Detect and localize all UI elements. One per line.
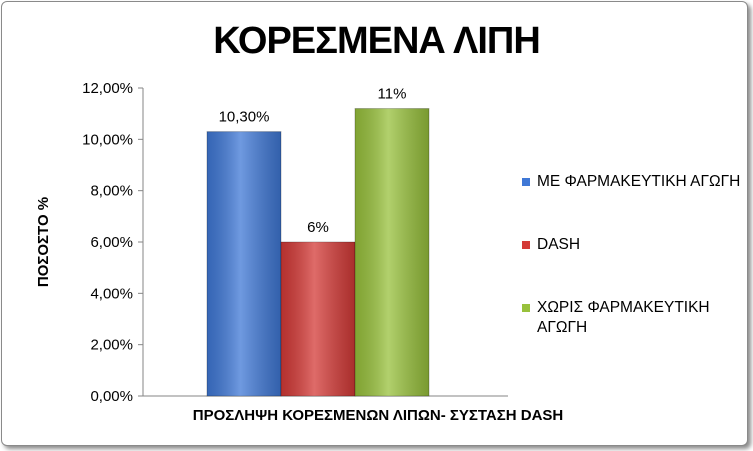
- y-tick-label: 12,00%: [82, 80, 133, 97]
- y-tick-label: 2,00%: [90, 337, 133, 354]
- legend-label: DASH: [537, 236, 581, 253]
- legend-item: ΜΕ ΦΑΡΜΑΚΕΥΤΙΚΗ ΑΓΩΓΗ: [522, 172, 747, 192]
- legend-swatch: [522, 241, 530, 249]
- legend-label: ΜΕ ΦΑΡΜΑΚΕΥΤΙΚΗ ΑΓΩΓΗ: [537, 173, 741, 190]
- y-tick-label: 0,00%: [90, 388, 133, 405]
- y-tick-label: 6,00%: [90, 234, 133, 251]
- bar-shade-1: [281, 242, 355, 396]
- data-label-1: 6%: [307, 219, 329, 236]
- data-label-2: 11%: [378, 86, 407, 103]
- y-tick-label: 10,00%: [82, 131, 133, 148]
- legend-label: ΧΩΡΙΣ ΦΑΡΜΑΚΕΥΤΙΚΗ ΑΓΩΓΗ: [537, 299, 710, 336]
- chart-title: ΚΟΡΕΣΜΕΝΑ ΛΙΠΗ: [213, 20, 541, 62]
- legend-swatch: [522, 178, 530, 186]
- y-axis-title: ΠΟΣΟΣΤΟ %: [35, 197, 52, 287]
- y-tick-label: 8,00%: [90, 183, 133, 200]
- data-label-0: 10,30%: [219, 109, 270, 126]
- legend-swatch: [522, 304, 530, 312]
- y-tick-label: 4,00%: [90, 285, 133, 302]
- bar-shade-0: [207, 131, 281, 396]
- bar-shade-2: [355, 108, 429, 397]
- legend-item: ΧΩΡΙΣ ΦΑΡΜΑΚΕΥΤΙΚΗ ΑΓΩΓΗ: [522, 298, 747, 338]
- x-axis-title: ΠΡΟΣΛΗΨΗ ΚΟΡΕΣΜΕΝΩΝ ΛΙΠΩΝ- ΣΥΣΤΑΣΗ DASH: [193, 407, 564, 424]
- legend-item: DASH: [522, 235, 747, 255]
